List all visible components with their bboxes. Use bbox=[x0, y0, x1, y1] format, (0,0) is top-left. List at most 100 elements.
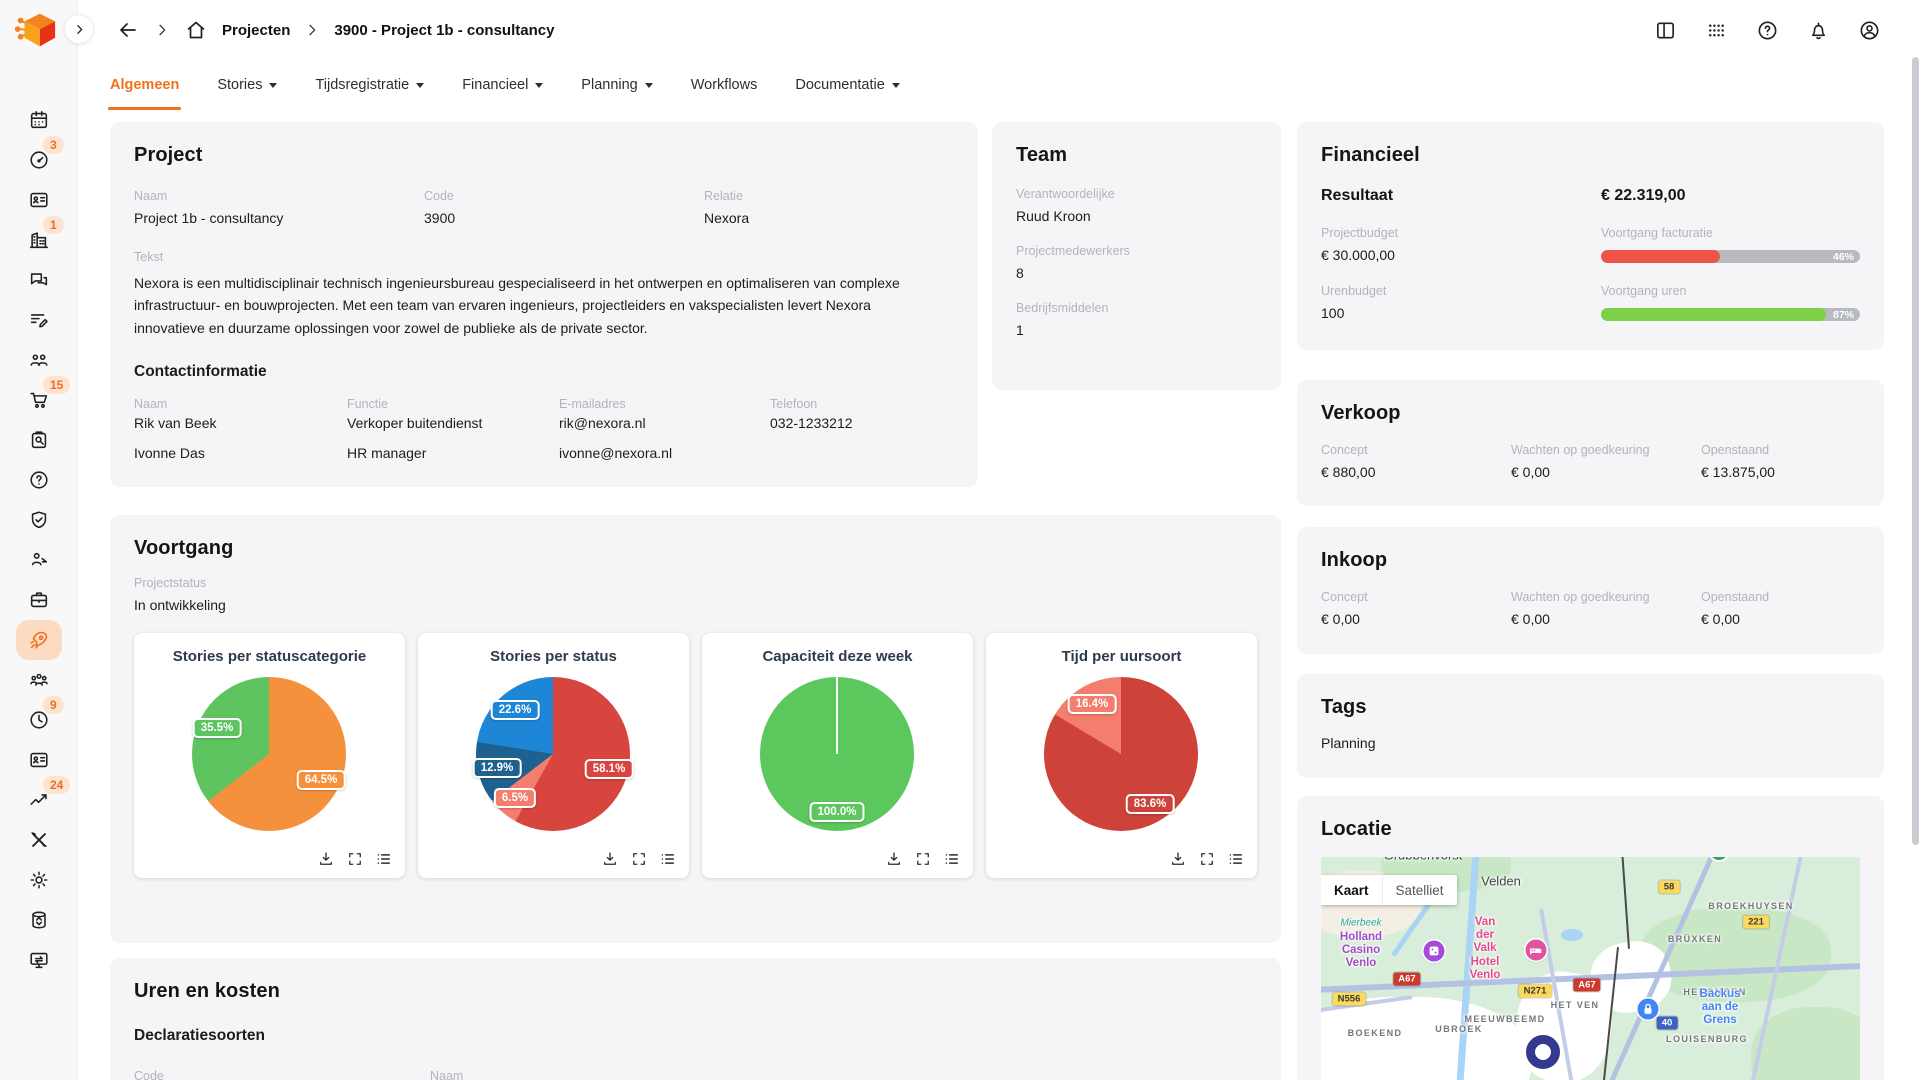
bell-icon[interactable] bbox=[1807, 19, 1830, 42]
download-icon[interactable] bbox=[1169, 850, 1187, 868]
sidebar-item-clock[interactable]: 9 bbox=[16, 696, 64, 740]
scrollbar-thumb[interactable] bbox=[1912, 57, 1919, 845]
chart-title: Capaciteit deze week bbox=[762, 648, 913, 665]
back-arrow-icon[interactable] bbox=[116, 18, 140, 42]
chat-icon bbox=[28, 269, 50, 291]
sidebar-item-gear[interactable] bbox=[16, 860, 62, 900]
map-location-pin[interactable] bbox=[1526, 1035, 1560, 1069]
tab-algemeen[interactable]: Algemeen bbox=[107, 60, 182, 110]
tab-documentatie[interactable]: Documentatie bbox=[795, 60, 900, 110]
contact-cell bbox=[770, 445, 954, 461]
sidebar-item-clipboard-search[interactable] bbox=[16, 420, 62, 460]
map-poi-label[interactable]: Holland Casino Venlo bbox=[1339, 931, 1383, 970]
sidebar-item-building[interactable]: 1 bbox=[16, 216, 64, 260]
contact-section-title: Contactinformatie bbox=[134, 363, 267, 381]
resultaat-label: Resultaat bbox=[1321, 187, 1394, 204]
apps-grid-icon[interactable] bbox=[1705, 19, 1728, 42]
pie-slice-label: 35.5% bbox=[192, 718, 242, 738]
projectstatus-label: Projectstatus bbox=[134, 576, 207, 590]
sidebar-item-calendar[interactable] bbox=[16, 100, 62, 140]
sidebar-item-people[interactable] bbox=[16, 340, 62, 380]
chevron-right-icon[interactable] bbox=[154, 22, 170, 38]
map-type-kaart[interactable]: Kaart bbox=[1321, 875, 1382, 905]
download-icon[interactable] bbox=[317, 850, 335, 868]
sidebar-item-id-card[interactable] bbox=[16, 180, 62, 220]
projectstatus-value: In ontwikkeling bbox=[134, 597, 226, 613]
sidebar-item-help-circle[interactable] bbox=[16, 460, 62, 500]
project-card: Project Naam Project 1b - consultancy Code… bbox=[110, 122, 978, 487]
pie-slice-label: 6.5% bbox=[493, 788, 537, 808]
sidebar-item-notes[interactable] bbox=[16, 300, 62, 340]
download-icon[interactable] bbox=[885, 850, 903, 868]
app-logo[interactable] bbox=[12, 8, 58, 54]
menu-list-icon[interactable] bbox=[375, 850, 393, 868]
map-urban-area bbox=[1321, 997, 1531, 1080]
financieel-card-title: Financieel bbox=[1321, 144, 1420, 166]
sidebar-item-work-badge[interactable] bbox=[16, 580, 62, 620]
map-poi-label[interactable]: Backus aan de Grens bbox=[1699, 988, 1741, 1027]
fullscreen-icon[interactable] bbox=[346, 850, 364, 868]
tab-workflows[interactable]: Workflows bbox=[690, 77, 758, 93]
tab-stories[interactable]: Stories bbox=[217, 60, 278, 110]
map-lock-icon[interactable] bbox=[1637, 998, 1659, 1020]
contact-cell: rik@nexora.nl bbox=[559, 415, 646, 432]
map-type-satelliet[interactable]: Satelliet bbox=[1381, 875, 1457, 905]
sidebar-item-group[interactable] bbox=[16, 660, 62, 700]
map-area-label: HERONGEN bbox=[1683, 987, 1747, 997]
progress-fill bbox=[1601, 308, 1827, 321]
pie-slice-label: 64.5% bbox=[296, 770, 346, 790]
fullscreen-icon[interactable] bbox=[1198, 850, 1216, 868]
menu-list-icon[interactable] bbox=[1227, 850, 1245, 868]
notification-badge: 3 bbox=[43, 136, 64, 154]
map-country-border bbox=[1621, 857, 1630, 949]
sidebar-expand-button[interactable] bbox=[64, 14, 94, 44]
sidebar-item-gauge[interactable]: 3 bbox=[16, 136, 64, 180]
contact-cell: Ivonne Das bbox=[134, 445, 205, 462]
rocket-icon bbox=[28, 629, 50, 651]
home-icon[interactable] bbox=[184, 18, 208, 42]
voortgang-card-title: Voortgang bbox=[134, 537, 234, 559]
sidebar-item-id-badge[interactable] bbox=[16, 740, 62, 780]
contact-cell: Rik van Beek bbox=[134, 415, 217, 432]
uren-card-title: Uren en kosten bbox=[134, 980, 280, 1002]
sidebar-item-shield-check[interactable] bbox=[16, 500, 62, 540]
user-circle-icon[interactable] bbox=[1858, 19, 1881, 42]
map-area-label: UBROEK bbox=[1435, 1024, 1483, 1034]
breadcrumb-root[interactable]: Projecten bbox=[222, 21, 291, 39]
fullscreen-icon[interactable] bbox=[630, 850, 648, 868]
sidebar-item-person-desk[interactable] bbox=[16, 540, 62, 580]
map-hotel-icon[interactable] bbox=[1525, 939, 1547, 961]
download-icon[interactable] bbox=[601, 850, 619, 868]
verkoop-card: Verkoop Concept € 880,00 Wachten op goedke… bbox=[1297, 380, 1884, 506]
sidebar-item-monitor[interactable] bbox=[16, 940, 62, 980]
sidebar-item-db-sync[interactable] bbox=[16, 900, 62, 940]
notification-badge: 1 bbox=[43, 216, 64, 234]
split-view-icon[interactable] bbox=[1654, 19, 1677, 42]
tab-financieel[interactable]: Financieel bbox=[462, 60, 544, 110]
sidebar-item-chat[interactable] bbox=[16, 260, 62, 300]
sidebar-item-rocket[interactable] bbox=[16, 620, 62, 660]
sidebar-item-trend[interactable]: 24 bbox=[16, 776, 71, 820]
uren-en-kosten-card: Uren en kosten Declaratiesoorten Code Naa… bbox=[110, 958, 1281, 1080]
tekst-label: Tekst bbox=[134, 250, 164, 264]
map-area-label: LOUISENBURG bbox=[1666, 1034, 1748, 1044]
fullscreen-icon[interactable] bbox=[914, 850, 932, 868]
tab-planning[interactable]: Planning bbox=[581, 60, 653, 110]
help-circle-icon[interactable] bbox=[1756, 19, 1779, 42]
uren-progress: Voortgang uren 87% bbox=[1601, 284, 1860, 321]
chart-card: Stories per status 58.1% 6.5% 12.9% 22.6% bbox=[418, 633, 689, 878]
map-road-shield: 40 bbox=[1656, 1016, 1678, 1030]
menu-list-icon[interactable] bbox=[943, 850, 961, 868]
map-casino-icon[interactable] bbox=[1423, 940, 1445, 962]
team-field: Verantwoordelijke Ruud Kroon bbox=[1016, 187, 1115, 224]
field: Openstaand € 0,00 bbox=[1701, 590, 1770, 627]
map-poi-label[interactable]: Van der Valk Hotel Venlo bbox=[1469, 915, 1501, 981]
tab-tijdsregistratie[interactable]: Tijdsregistratie bbox=[315, 60, 425, 110]
menu-list-icon[interactable] bbox=[659, 850, 677, 868]
building-icon bbox=[28, 229, 50, 251]
sidebar-item-cart[interactable]: 15 bbox=[16, 376, 71, 420]
resultaat-value: € 22.319,00 bbox=[1601, 187, 1686, 204]
sidebar-item-tools[interactable] bbox=[16, 820, 62, 860]
tags-card: Tags Planning bbox=[1297, 674, 1884, 778]
